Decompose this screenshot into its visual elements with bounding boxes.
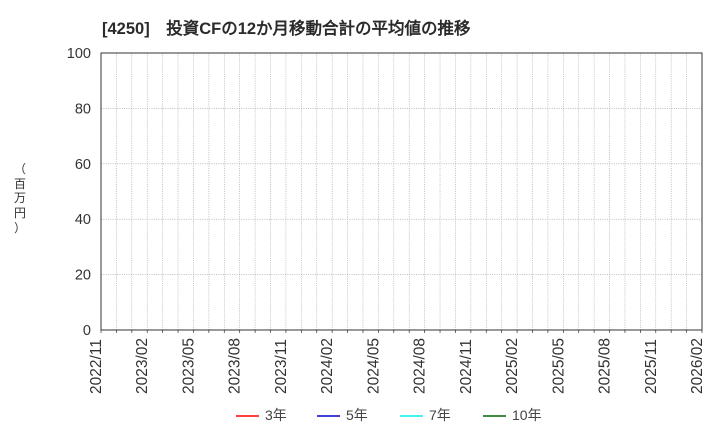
svg-text:2023/02: 2023/02: [134, 338, 151, 394]
svg-text:80: 80: [75, 101, 91, 117]
svg-text:2024/05: 2024/05: [365, 338, 382, 394]
svg-text:2022/11: 2022/11: [88, 339, 105, 394]
svg-text:2025/08: 2025/08: [597, 338, 614, 394]
svg-text:3年: 3年: [265, 407, 287, 423]
svg-text:10年: 10年: [512, 407, 542, 423]
svg-text:2024/08: 2024/08: [412, 338, 429, 394]
svg-text:7年: 7年: [429, 407, 451, 423]
svg-text:60: 60: [75, 157, 91, 173]
svg-text:100: 100: [67, 46, 91, 62]
svg-text:2024/02: 2024/02: [319, 338, 336, 394]
svg-text:2023/11: 2023/11: [273, 339, 290, 394]
svg-text:40: 40: [75, 212, 91, 228]
svg-text:2024/11: 2024/11: [458, 339, 475, 394]
svg-text:2025/02: 2025/02: [504, 338, 521, 394]
svg-text:5年: 5年: [346, 407, 368, 423]
svg-text:0: 0: [83, 323, 91, 339]
svg-text:2026/02: 2026/02: [689, 338, 706, 394]
svg-text:2023/05: 2023/05: [180, 338, 197, 394]
svg-text:2025/05: 2025/05: [550, 338, 567, 394]
svg-text:20: 20: [75, 268, 91, 284]
svg-text:2023/08: 2023/08: [227, 338, 244, 394]
svg-text:2025/11: 2025/11: [643, 339, 660, 394]
